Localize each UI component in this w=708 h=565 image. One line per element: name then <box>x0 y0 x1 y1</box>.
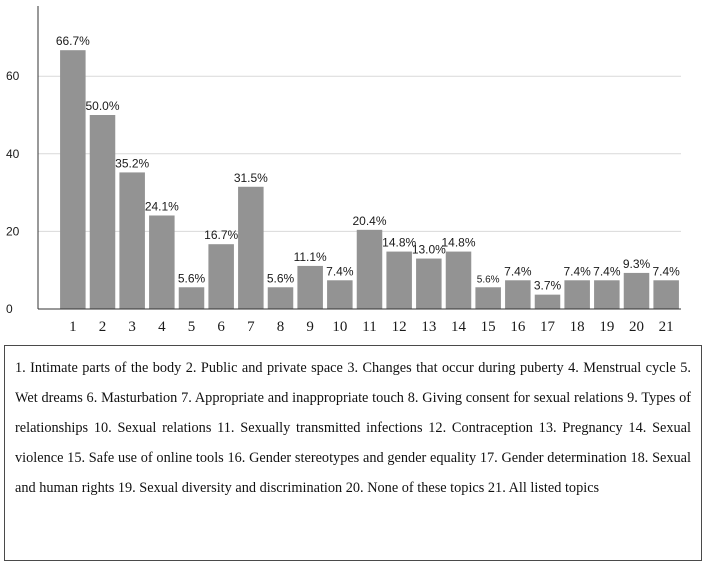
value-label-9: 11.1% <box>294 250 327 264</box>
x-tick-label-17: 17 <box>540 319 556 335</box>
x-tick-label-5: 5 <box>188 319 196 335</box>
value-label-10: 7.4% <box>326 264 354 278</box>
bar-16 <box>505 280 531 309</box>
x-tick-label-19: 19 <box>599 319 614 335</box>
value-label-17: 3.7% <box>534 279 562 293</box>
bar-10 <box>327 280 353 309</box>
bar-18 <box>564 280 590 309</box>
value-label-19: 7.4% <box>593 264 621 278</box>
bar-17 <box>534 294 561 309</box>
x-tick-label-12: 12 <box>392 319 407 335</box>
value-label-12: 14.8% <box>382 236 416 250</box>
legend-text: 1. Intimate parts of the body 2. Public … <box>15 360 691 496</box>
x-tick-label-16: 16 <box>510 319 526 335</box>
x-tick-label-10: 10 <box>332 319 347 335</box>
bar-7 <box>238 186 264 309</box>
value-label-14: 14.8% <box>441 236 475 250</box>
x-tick-label-18: 18 <box>570 319 585 335</box>
value-label-11: 20.4% <box>352 214 386 228</box>
bar-5 <box>178 287 205 309</box>
value-label-21: 7.4% <box>652 264 680 278</box>
bar-14 <box>445 251 472 309</box>
y-tick-label-0: 0 <box>6 302 13 316</box>
value-label-4: 24.1% <box>145 199 179 213</box>
x-tick-label-6: 6 <box>217 319 225 335</box>
value-label-13: 13.0% <box>412 243 446 257</box>
x-tick-label-21: 21 <box>659 319 674 335</box>
x-tick-label-7: 7 <box>247 319 255 335</box>
bar-15 <box>475 287 501 309</box>
value-label-1: 66.7% <box>56 34 90 48</box>
value-label-18: 7.4% <box>563 264 591 278</box>
bars <box>60 50 679 309</box>
x-tick-label-4: 4 <box>158 319 166 335</box>
x-tick-label-3: 3 <box>128 319 136 335</box>
bar-6 <box>208 244 234 309</box>
x-tick-label-13: 13 <box>421 319 436 335</box>
y-tick-label-40: 40 <box>6 147 20 161</box>
x-tick-label-8: 8 <box>277 319 285 335</box>
bar-13 <box>416 258 442 309</box>
value-label-7: 31.5% <box>234 171 268 185</box>
bar-21 <box>653 280 679 309</box>
x-tick-label-2: 2 <box>99 319 107 335</box>
x-tick-label-1: 1 <box>69 319 77 335</box>
x-tick-label-14: 14 <box>451 319 467 335</box>
bar-3 <box>119 172 145 309</box>
value-label-20: 9.3% <box>623 257 651 271</box>
value-label-6: 16.7% <box>204 228 238 242</box>
bar-1 <box>60 50 86 309</box>
x-tick-label-11: 11 <box>362 319 376 335</box>
y-tick-label-20: 20 <box>6 224 20 238</box>
bar-8 <box>267 287 294 309</box>
value-label-16: 7.4% <box>504 264 532 278</box>
bar-19 <box>594 280 620 309</box>
x-tick-label-15: 15 <box>481 319 496 335</box>
value-label-8: 5.6% <box>267 271 295 285</box>
x-tick-label-9: 9 <box>306 319 314 335</box>
bar-20 <box>623 272 650 309</box>
bar-12 <box>386 251 412 309</box>
value-label-2: 50.0% <box>85 99 119 113</box>
bar-9 <box>297 265 323 309</box>
bar-2 <box>89 115 116 309</box>
y-tick-label-60: 60 <box>6 69 20 83</box>
bar-4 <box>149 215 175 309</box>
value-label-3: 35.2% <box>115 156 149 170</box>
topics-legend: 1. Intimate parts of the body 2. Public … <box>4 345 702 561</box>
bar-11 <box>356 229 383 309</box>
value-label-15: 5.6% <box>477 274 500 285</box>
y-tick-labels: 0 20 40 60 <box>6 69 20 316</box>
value-label-5: 5.6% <box>178 271 206 285</box>
x-tick-label-20: 20 <box>629 319 644 335</box>
x-tick-labels: 1 2 3 4 5 6 7 8 9 10 11 12 13 14 15 16 17 18 19 20 21 <box>69 319 674 335</box>
value-labels: 66.7% 50.0% 35.2% 24.1% 5.6% 16.7% 31.5% 5.6% 11… <box>56 34 680 292</box>
